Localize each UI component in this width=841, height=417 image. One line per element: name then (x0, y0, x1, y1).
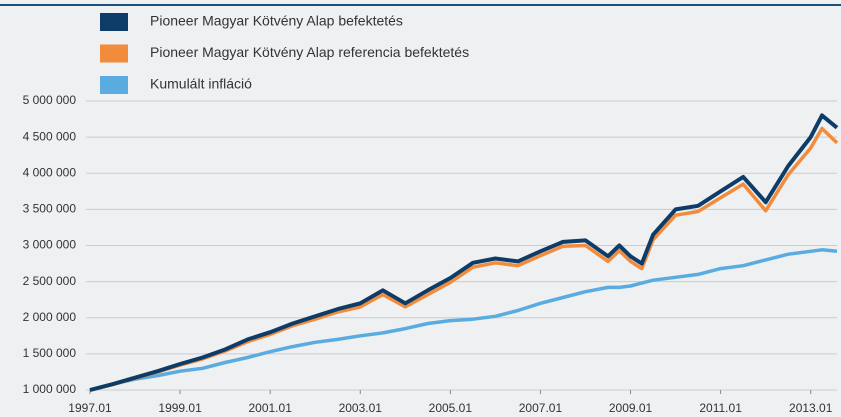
legend-label: Kumulált infláció (150, 76, 252, 92)
x-tick-label: 2005.01 (429, 401, 473, 415)
x-tick-label: 2011.01 (699, 401, 742, 415)
top-rule (0, 4, 841, 6)
y-tick-label: 2 500 000 (23, 274, 77, 288)
series-line (89, 126, 839, 392)
legend-swatch (100, 76, 128, 94)
y-tick-label: 3 000 000 (23, 238, 77, 252)
x-tick-label: 1999.01 (158, 401, 202, 415)
x-tick-label: 2003.01 (339, 401, 383, 415)
x-tick-label: 2007.01 (519, 401, 563, 415)
legend-swatch (100, 13, 128, 31)
x-tick-label: 1997.01 (68, 401, 112, 415)
y-tick-label: 4 500 000 (23, 129, 77, 143)
y-tick-label: 2 000 000 (23, 310, 77, 324)
y-tick-label: 4 000 000 (23, 165, 77, 179)
y-tick-label: 1 500 000 (23, 346, 77, 360)
series-line (89, 113, 839, 392)
x-tick-label: 2013.01 (789, 401, 833, 415)
y-tick-label: 3 500 000 (23, 202, 77, 216)
legend-label: Pioneer Magyar Kötvény Alap befektetés (150, 13, 403, 29)
legend-label: Pioneer Magyar Kötvény Alap referencia b… (150, 44, 469, 60)
x-tick-label: 2001.01 (248, 401, 292, 415)
series-line (89, 248, 838, 392)
y-tick-label: 5 000 000 (23, 93, 77, 107)
legend-swatch (100, 44, 128, 63)
x-tick-label: 2009.01 (609, 401, 653, 415)
y-tick-label: 1 000 000 (23, 382, 77, 396)
